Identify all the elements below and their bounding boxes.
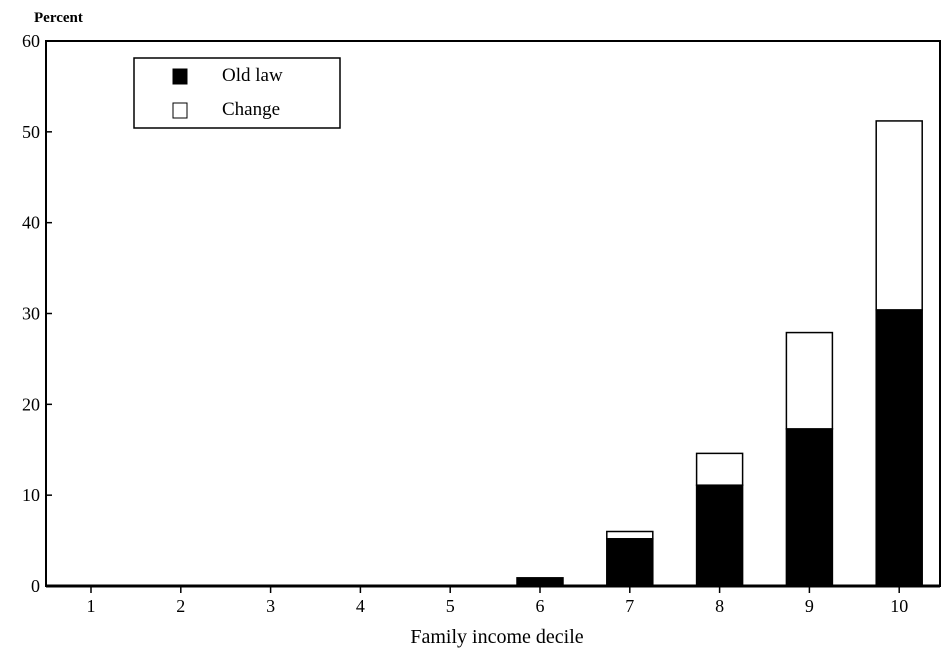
bar-old-law-decile-6 bbox=[516, 577, 564, 587]
x-tick-label: 5 bbox=[446, 596, 455, 616]
bar-old-law-decile-7 bbox=[606, 538, 654, 587]
bar-old-law-decile-8 bbox=[695, 484, 744, 587]
x-tick-label: 10 bbox=[890, 596, 908, 616]
bar-change-decile-10 bbox=[875, 120, 923, 311]
y-tick-label: 60 bbox=[22, 31, 40, 51]
x-tick-label: 4 bbox=[356, 596, 365, 616]
x-tick-label: 2 bbox=[176, 596, 185, 616]
legend: Old law Change bbox=[133, 57, 341, 129]
legend-swatch-change bbox=[172, 102, 188, 119]
bar-old-law-decile-9 bbox=[785, 428, 834, 587]
bars-group bbox=[516, 120, 923, 587]
y-tick-label: 40 bbox=[22, 213, 40, 233]
y-tick-label: 30 bbox=[22, 304, 40, 324]
x-tick-label: 3 bbox=[266, 596, 275, 616]
x-tick-label: 9 bbox=[805, 596, 814, 616]
y-tick-label: 50 bbox=[22, 122, 40, 142]
legend-box bbox=[133, 57, 341, 129]
x-axis-ticks: 1 2 3 4 5 6 7 8 9 10 bbox=[87, 586, 908, 616]
x-axis-label: Family income decile bbox=[410, 626, 583, 648]
x-tick-label: 8 bbox=[715, 596, 724, 616]
x-tick-label: 6 bbox=[536, 596, 545, 616]
y-axis-ticks: 0 10 20 30 40 50 60 bbox=[22, 31, 52, 596]
y-tick-label: 10 bbox=[22, 485, 40, 505]
bar-change-decile-8 bbox=[695, 452, 744, 486]
bar-change-decile-9 bbox=[785, 331, 834, 430]
legend-swatch-old-law bbox=[172, 68, 188, 85]
y-tick-label: 0 bbox=[31, 576, 40, 596]
x-tick-label: 1 bbox=[87, 596, 96, 616]
legend-label-old-law: Old law bbox=[222, 65, 283, 86]
bar-change-decile-7 bbox=[606, 530, 654, 540]
y-axis-label: Percent bbox=[34, 10, 83, 26]
x-tick-label: 7 bbox=[625, 596, 634, 616]
y-tick-label: 20 bbox=[22, 394, 40, 414]
bar-old-law-decile-10 bbox=[875, 309, 923, 587]
legend-label-change: Change bbox=[222, 99, 280, 120]
